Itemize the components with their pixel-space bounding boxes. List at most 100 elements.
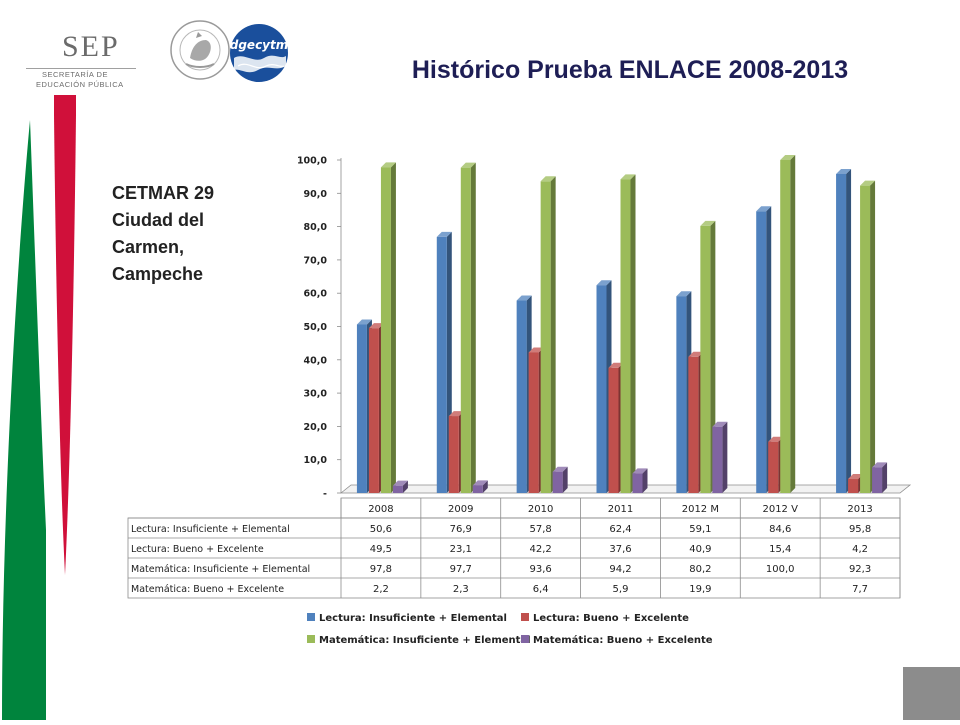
sep-logo: SEP SECRETARÍA DE EDUCACIÓN PÚBLICA — [22, 30, 142, 89]
bar-top — [460, 162, 476, 168]
bar-top — [380, 162, 396, 168]
bar — [872, 467, 883, 493]
red-side-stripe — [54, 95, 76, 575]
table-data-label: 94,2 — [609, 564, 631, 575]
bar-top — [552, 466, 568, 472]
bar-top — [596, 280, 612, 286]
x-tick-label: 2010 — [528, 504, 553, 515]
table-data-label: 49,5 — [370, 544, 392, 555]
bar — [448, 416, 459, 493]
bar-side — [882, 462, 888, 493]
bar-side — [470, 162, 476, 493]
bar-top — [872, 462, 888, 468]
bar-top — [356, 319, 372, 325]
bar — [528, 352, 539, 493]
bar — [516, 300, 527, 493]
x-tick-label: 2012 V — [762, 504, 798, 515]
bar — [860, 185, 871, 494]
bar — [688, 356, 699, 493]
table-data-label: 2,2 — [373, 584, 389, 595]
legend-swatch — [521, 613, 529, 621]
bar — [768, 441, 779, 493]
table-series-label: Matemática: Insuficiente + Elemental — [131, 564, 310, 575]
bar — [380, 167, 391, 494]
school-label-line-4: Campeche — [112, 264, 204, 284]
table-data-label: 50,6 — [370, 524, 392, 535]
table-data-label: 19,9 — [689, 584, 711, 595]
chart-layer: - 10,0 20,0 30,0 40,0 50,0 60,0 70,0 80,0 90,0 100… — [127, 155, 912, 646]
bar — [460, 167, 471, 493]
corner-gray-box — [903, 667, 960, 720]
legend-label: Matemática: Bueno + Excelente — [533, 634, 713, 646]
bar-side — [846, 168, 852, 493]
bar-side — [482, 480, 488, 493]
sep-logo-subtitle-2: EDUCACIÓN PÚBLICA — [36, 80, 124, 89]
legend-label: Lectura: Bueno + Excelente — [533, 613, 689, 624]
school-label-line-3: Carmen, — [112, 237, 185, 257]
bar — [676, 296, 687, 493]
table-series-label: Lectura: Bueno + Excelente — [131, 544, 264, 555]
y-tick-label: 40,0 — [304, 355, 328, 366]
bar-top — [516, 295, 532, 301]
table-data-label: 15,4 — [769, 544, 791, 555]
bar — [780, 160, 791, 493]
table-data-label: 37,6 — [609, 544, 631, 555]
bar — [836, 173, 847, 493]
mexico-seal-icon — [170, 20, 230, 80]
school-label-line-2: Ciudad del — [112, 210, 205, 230]
bar-side — [562, 466, 568, 493]
bar-top — [712, 421, 728, 427]
table-data-label: 59,1 — [689, 524, 711, 535]
bar — [632, 473, 643, 493]
legend-label: Matemática: Insuficiente + Elemental — [319, 634, 531, 646]
legend-swatch — [307, 613, 315, 621]
bar — [608, 367, 619, 493]
y-tick-label: 80,0 — [304, 222, 328, 233]
table-data-label: 2,3 — [453, 584, 469, 595]
table-data-label: 6,4 — [533, 584, 549, 595]
table-data-label: 42,2 — [530, 544, 552, 555]
bar — [552, 471, 563, 493]
y-tick-label: 50,0 — [304, 322, 328, 333]
bar — [848, 479, 859, 493]
bar-top — [608, 362, 624, 368]
bar — [596, 285, 607, 493]
dgecytm-logo: dgecytm — [230, 24, 288, 82]
bar-top — [472, 480, 488, 486]
table-data-label: 57,8 — [530, 524, 552, 535]
x-tick-label: 2013 — [847, 504, 872, 515]
y-tick-label: 30,0 — [304, 389, 328, 400]
table-series-label: Lectura: Insuficiente + Elemental — [131, 524, 290, 535]
bar-top — [676, 291, 692, 297]
bar-side — [790, 155, 796, 493]
table-data-label: 84,6 — [769, 524, 791, 535]
table-data-label: 93,6 — [530, 564, 552, 575]
x-tick-label: 2008 — [368, 504, 393, 515]
table-data-label: 40,9 — [689, 544, 711, 555]
bar-top — [620, 174, 636, 180]
bar-top — [392, 480, 408, 486]
school-label-line-1: CETMAR 29 — [112, 183, 215, 203]
table-data-label: 7,7 — [852, 584, 868, 595]
legend-label: Lectura: Insuficiente + Elemental — [319, 613, 507, 624]
y-tick-label: - — [323, 489, 327, 500]
school-label: CETMAR 29 Ciudad del Carmen, Campeche — [112, 180, 214, 288]
bar-top — [756, 206, 772, 212]
table-data-label: 76,9 — [450, 524, 472, 535]
legend-swatch — [521, 635, 529, 643]
bar-top — [436, 231, 452, 237]
y-tick-label: 70,0 — [304, 255, 328, 266]
x-tick-label: 2011 — [608, 504, 633, 515]
table-data-label: 92,3 — [849, 564, 871, 575]
table-data-label: 97,7 — [450, 564, 472, 575]
table-data-label: 100,0 — [766, 564, 795, 575]
x-tick-label: 2012 M — [682, 504, 719, 515]
bar-top — [528, 347, 544, 353]
table-data-label: 95,8 — [849, 524, 871, 535]
y-tick-label: 10,0 — [304, 455, 328, 466]
table-data-label: 62,4 — [609, 524, 631, 535]
table-data-label: 23,1 — [450, 544, 472, 555]
bar-top — [836, 168, 852, 174]
bar-top — [848, 474, 864, 480]
x-tick-label: 2009 — [448, 504, 473, 515]
